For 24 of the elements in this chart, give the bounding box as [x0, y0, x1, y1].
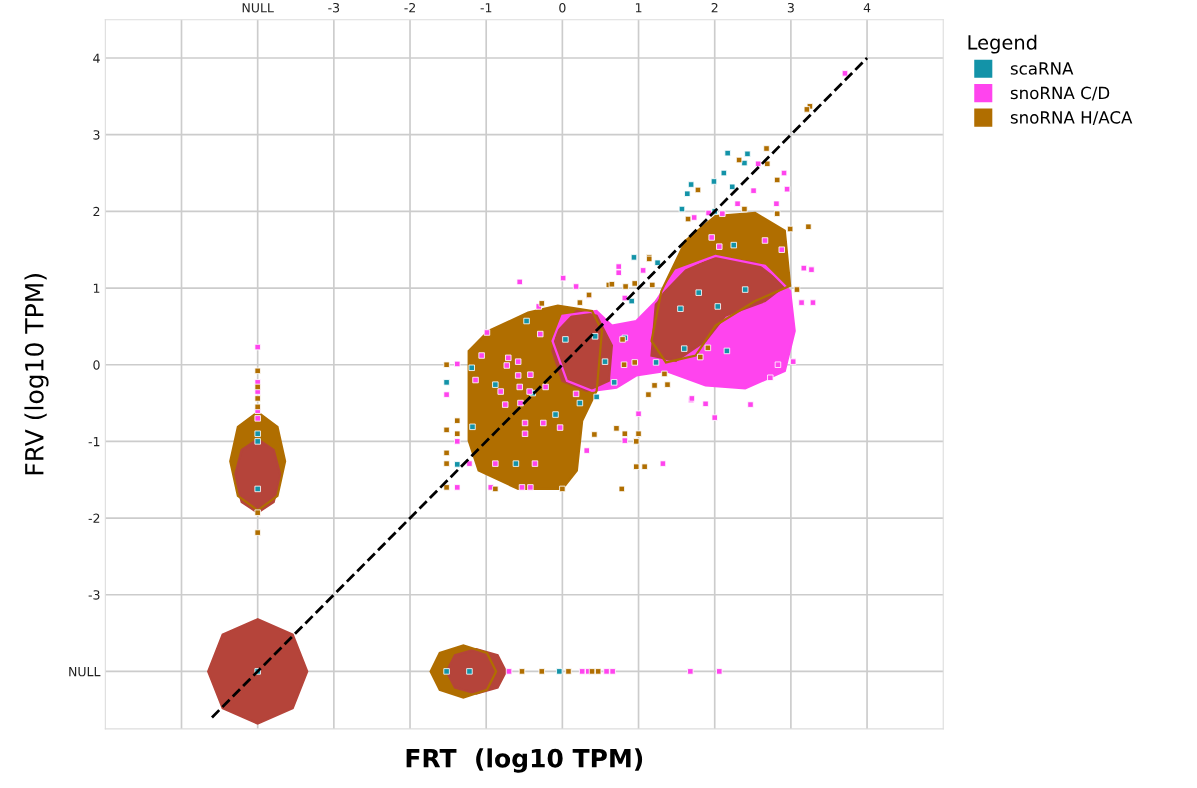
x-tick-label: 0 [559, 2, 566, 13]
y-tick-label: 2 [93, 206, 100, 217]
y-tick-label: -3 [88, 590, 100, 600]
x-axis-title: FRT (log10 TPM) [406, 748, 643, 773]
y-tick-label: 4 [93, 53, 100, 63]
legend-label: scaRNA [1010, 62, 1074, 75]
legend-label: snoRNA C/D [1010, 86, 1110, 101]
legend-label: snoRNA H/ACA [1010, 111, 1133, 125]
x-tick-label: -2 [404, 2, 416, 13]
y-tick-label: 1 [93, 283, 100, 293]
x-tick-label: 1 [635, 3, 642, 13]
x-tick-label: -3 [328, 2, 340, 13]
y-tick-label: 0 [93, 360, 100, 370]
x-tick-label: 4 [863, 3, 871, 13]
y-tick-label: 3 [93, 130, 100, 140]
y-tick-label: -2 [88, 513, 100, 523]
y-tick-label: -1 [88, 437, 100, 447]
legend-title: Legend [968, 34, 1037, 54]
x-tick-label: -1 [480, 3, 492, 13]
x-tick-label: 3 [787, 2, 794, 13]
y-tick-label: NULL [69, 667, 101, 677]
x-tick-label: 2 [711, 2, 718, 13]
y-axis-title: FRV (log10 TPM) [24, 274, 49, 475]
x-tick-label: NULL [242, 3, 274, 13]
